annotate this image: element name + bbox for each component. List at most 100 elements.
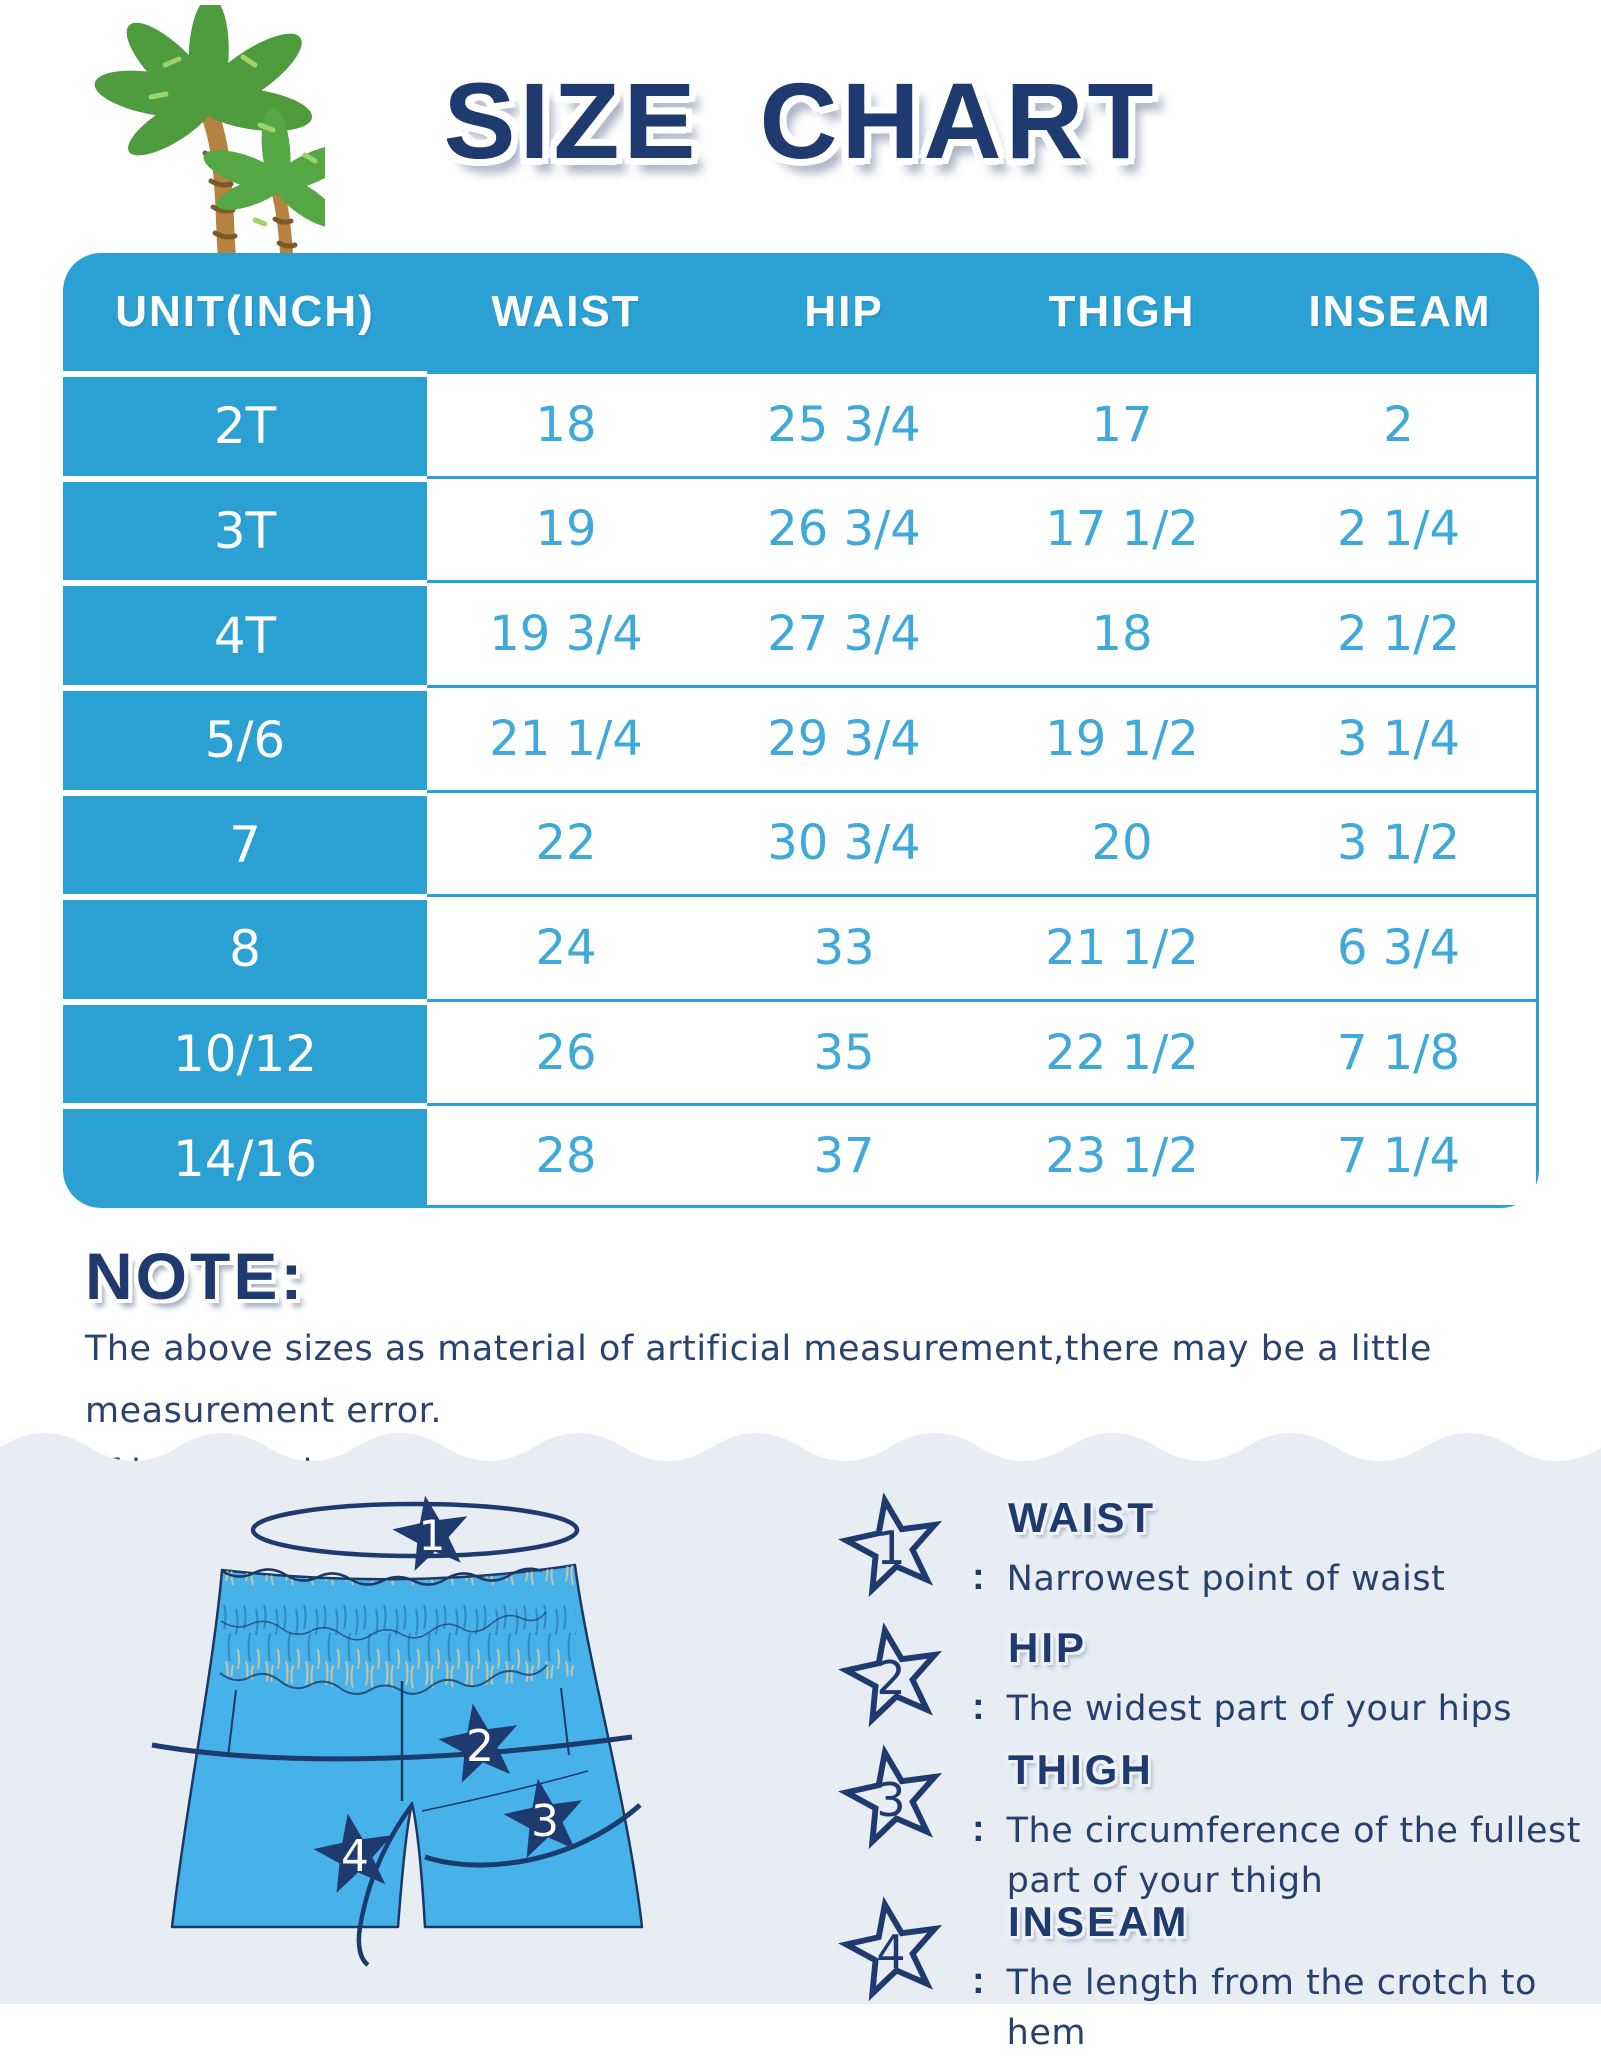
- thigh-value: 19 1/2: [983, 684, 1261, 790]
- size-label: 7: [63, 789, 427, 895]
- thigh-value: 17 1/2: [983, 475, 1261, 581]
- thigh-value: 22 1/2: [983, 998, 1261, 1104]
- inseam-value: 6 3/4: [1261, 894, 1539, 999]
- hip-value: 35: [705, 998, 983, 1104]
- waistband: [220, 1565, 577, 1689]
- table-row: 10/12 26 35 22 1/2 7 1/8: [63, 998, 1539, 1104]
- hip-value: 37: [705, 1103, 983, 1208]
- hip-value: 30 3/4: [705, 789, 983, 895]
- size-label: 5/6: [63, 684, 427, 790]
- table-row: 5/6 21 1/4 29 3/4 19 1/2 3 1/4: [63, 684, 1539, 790]
- hip-value: 27 3/4: [705, 580, 983, 685]
- waistband-bottom-edge: [219, 1664, 548, 1695]
- waistband-top-edge: [221, 1567, 543, 1586]
- svg-text:4: 4: [876, 1925, 905, 1979]
- legend-heading: HIP: [1008, 1624, 1088, 1671]
- size-label: 14/16: [63, 1103, 427, 1208]
- legend-heading: THIGH: [1008, 1746, 1154, 1793]
- size-label: 3T: [63, 475, 427, 581]
- inseam-value: 2 1/2: [1261, 580, 1539, 685]
- waist-value: 21 1/4: [427, 684, 705, 790]
- header-cell-inseam: INSEAM: [1308, 287, 1492, 336]
- waist-value: 19: [427, 475, 705, 581]
- star-legend-icon: 3: [838, 1744, 948, 1854]
- hip-value: 29 3/4: [705, 684, 983, 790]
- size-label: 2T: [63, 371, 427, 476]
- page-title: SIZE CHART: [443, 60, 1158, 181]
- size-label: 10/12: [63, 998, 427, 1104]
- thigh-value: 17: [983, 371, 1261, 476]
- inseam-value: 3 1/2: [1261, 789, 1539, 895]
- table-row: 7 22 30 3/4 20 3 1/2: [63, 789, 1539, 895]
- inseam-value: 7 1/4: [1261, 1103, 1539, 1208]
- legend-heading: INSEAM: [1008, 1898, 1190, 1945]
- star-legend-icon: 1: [838, 1492, 948, 1602]
- legend-colon: :: [972, 1686, 985, 1728]
- svg-text:3: 3: [876, 1773, 905, 1827]
- inseam-value: 7 1/8: [1261, 998, 1539, 1104]
- svg-text:1: 1: [876, 1521, 905, 1575]
- svg-text:1: 1: [419, 1511, 446, 1560]
- inseam-value: 3 1/4: [1261, 684, 1539, 790]
- legend-heading: WAIST: [1008, 1494, 1156, 1541]
- legend-item-waist: 1 WAIST : Narrowest point of waist: [838, 1492, 1445, 1604]
- size-table: UNIT(INCH) WAIST HIP THIGH INSEAM 2T 18 …: [63, 253, 1539, 1208]
- note-line-1: The above sizes as material of artificia…: [85, 1329, 1432, 1431]
- star-marker-1: 1: [392, 1495, 468, 1571]
- legend-description: Narrowest point of waist: [1006, 1559, 1446, 1599]
- star-legend-icon: 4: [838, 1896, 948, 2006]
- svg-text:4: 4: [341, 1831, 369, 1882]
- svg-text:2: 2: [876, 1651, 905, 1705]
- table-header-row: UNIT(INCH) WAIST HIP THIGH INSEAM: [63, 253, 1539, 371]
- header-cell-thigh: THIGH: [1048, 287, 1196, 336]
- thigh-value: 23 1/2: [983, 1103, 1261, 1208]
- star-marker-3: 3: [503, 1778, 583, 1858]
- note-heading: NOTE:: [85, 1239, 306, 1313]
- hip-value: 33: [705, 894, 983, 999]
- table-row: 2T 18 25 3/4 17 2: [63, 371, 1539, 476]
- table-row: 3T 19 26 3/4 17 1/2 2 1/4: [63, 475, 1539, 581]
- legend-colon: :: [972, 1808, 985, 1850]
- shorts-illustration: 1 2 3 4: [151, 1495, 644, 1967]
- legend-item-hip: 2 HIP : The widest part of your hips: [838, 1622, 1512, 1734]
- palm-tree-icon: [94, 5, 325, 265]
- header-cell-hip: HIP: [804, 287, 884, 336]
- svg-text:3: 3: [531, 1796, 559, 1847]
- hip-value: 26 3/4: [705, 475, 983, 581]
- thigh-value: 21 1/2: [983, 894, 1261, 999]
- inseam-pointer-line: [421, 1770, 589, 1812]
- legend-description: The circumference of the fullest part of…: [1006, 1811, 1581, 1901]
- waist-value: 28: [427, 1103, 705, 1208]
- inseam-value: 2: [1261, 371, 1539, 476]
- table-row: 8 24 33 21 1/2 6 3/4: [63, 894, 1539, 999]
- star-marker-4: 4: [313, 1813, 393, 1893]
- star-legend-icon: 2: [838, 1622, 948, 1732]
- hip-measure-line: [151, 1734, 633, 1762]
- legend-description: The widest part of your hips: [1006, 1689, 1513, 1729]
- waist-value: 19 3/4: [427, 580, 705, 685]
- table-row: 14/16 28 37 23 1/2 7 1/4: [63, 1103, 1539, 1208]
- waist-value: 24: [427, 894, 705, 999]
- size-label: 4T: [63, 580, 427, 685]
- legend-item-thigh: 3 THIGH : The circumference of the fulle…: [838, 1744, 1587, 1906]
- hip-value: 25 3/4: [705, 371, 983, 476]
- header-cell-unit: UNIT(INCH): [115, 287, 375, 336]
- waist-measure-ellipse: [250, 1501, 580, 1559]
- star-marker-2: 2: [438, 1703, 518, 1783]
- svg-text:2: 2: [466, 1721, 494, 1772]
- waist-value: 26: [427, 998, 705, 1104]
- table-row: 4T 19 3/4 27 3/4 18 2 1/2: [63, 580, 1539, 685]
- inseam-value: 2 1/4: [1261, 475, 1539, 581]
- size-label: 8: [63, 894, 427, 999]
- legend-description: The length from the crotch to hem: [1006, 1963, 1537, 2053]
- waistband-mid-line: [220, 1611, 547, 1641]
- legend-colon: :: [972, 1556, 985, 1598]
- legend-colon: :: [972, 1960, 985, 2002]
- thigh-measure-line: [424, 1803, 642, 1868]
- left-pocket-seam: [227, 1689, 237, 1758]
- waist-value: 22: [427, 789, 705, 895]
- inseam-measure-line: [356, 1803, 414, 1967]
- header-cell-waist: WAIST: [491, 287, 641, 336]
- thigh-value: 18: [983, 580, 1261, 685]
- thigh-value: 20: [983, 789, 1261, 895]
